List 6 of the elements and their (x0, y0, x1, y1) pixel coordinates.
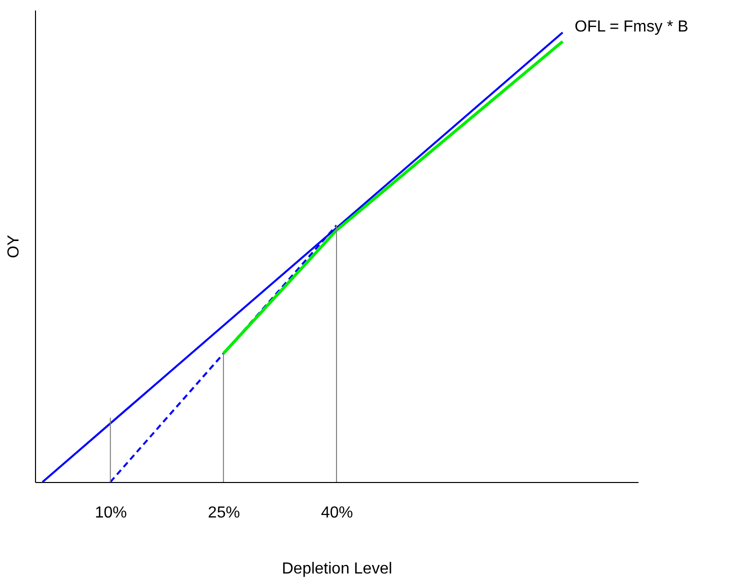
x-tick-label: 40% (320, 504, 354, 522)
x-tick-label: 25% (208, 504, 240, 522)
series-label: OFL = Fmsy * B (574, 18, 688, 36)
x-tick-label: 10% (94, 504, 127, 522)
x-axis-title: Depletion Level (282, 560, 392, 578)
y-axis-title: OY (6, 234, 22, 258)
